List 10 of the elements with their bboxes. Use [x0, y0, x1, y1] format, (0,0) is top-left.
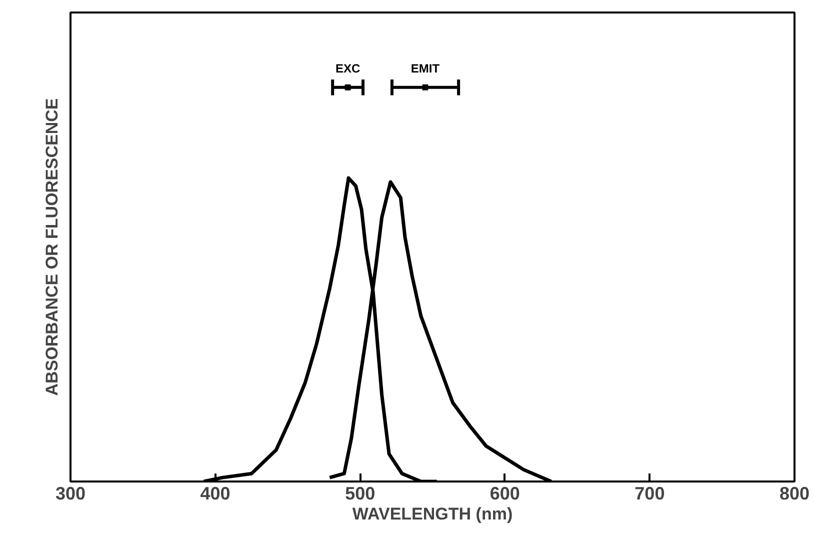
x-tick-label: 300 [55, 484, 86, 504]
x-axis-title: WAVELENGTH (nm) [352, 504, 513, 524]
x-tick-label: 500 [345, 484, 376, 504]
x-tick-label: 600 [490, 484, 520, 504]
series-label: EMIT [410, 62, 440, 76]
series-label: EXC [335, 62, 360, 76]
x-tick-label: 700 [634, 484, 665, 504]
y-axis-title: ABSORBANCE OR FLUORESCENCE [42, 98, 62, 396]
x-tick-label: 800 [779, 484, 810, 504]
x-tick-label: 400 [200, 484, 230, 504]
